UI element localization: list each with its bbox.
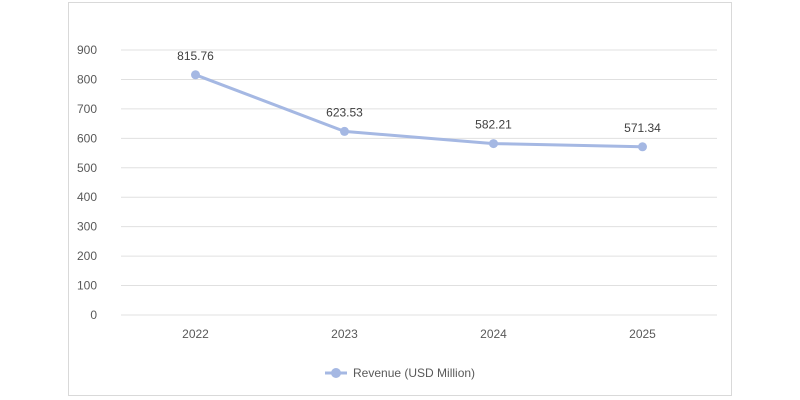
data-label: 815.76 bbox=[177, 49, 214, 63]
data-label: 571.34 bbox=[624, 121, 661, 135]
data-labels: 815.76 623.53 582.21 571.34 bbox=[177, 49, 661, 135]
x-axis-ticks: 2022 2023 2024 2025 bbox=[182, 327, 656, 341]
legend-dot-marker bbox=[331, 368, 341, 378]
series-line bbox=[194, 73, 644, 149]
y-tick-label: 0 bbox=[90, 308, 97, 322]
chart-frame: 0 100 200 300 400 500 600 700 800 900 2022 2023 202… bbox=[68, 2, 732, 396]
data-point-2025 bbox=[638, 142, 647, 152]
y-tick-label: 500 bbox=[77, 161, 97, 175]
legend: Revenue (USD Million) bbox=[325, 366, 475, 380]
data-point-2022 bbox=[191, 70, 200, 80]
data-point-2024 bbox=[489, 139, 498, 149]
y-tick-label: 100 bbox=[77, 279, 97, 293]
x-tick-label: 2022 bbox=[182, 327, 209, 341]
y-tick-label: 800 bbox=[77, 72, 97, 86]
x-tick-label: 2023 bbox=[331, 327, 358, 341]
data-point-2023 bbox=[340, 126, 349, 136]
y-tick-label: 900 bbox=[77, 43, 97, 57]
y-axis-ticks: 0 100 200 300 400 500 600 700 800 900 bbox=[77, 43, 97, 322]
y-tick-label: 300 bbox=[77, 220, 97, 234]
series-revenue bbox=[191, 70, 647, 152]
data-label: 623.53 bbox=[326, 105, 363, 119]
y-tick-label: 600 bbox=[77, 131, 97, 145]
y-tick-label: 700 bbox=[77, 102, 97, 116]
y-tick-label: 400 bbox=[77, 190, 97, 204]
data-label: 582.21 bbox=[475, 118, 512, 132]
y-tick-label: 200 bbox=[77, 249, 97, 263]
x-tick-label: 2024 bbox=[480, 327, 507, 341]
x-tick-label: 2025 bbox=[629, 327, 656, 341]
legend-label: Revenue (USD Million) bbox=[353, 366, 475, 380]
gridlines bbox=[121, 49, 717, 316]
